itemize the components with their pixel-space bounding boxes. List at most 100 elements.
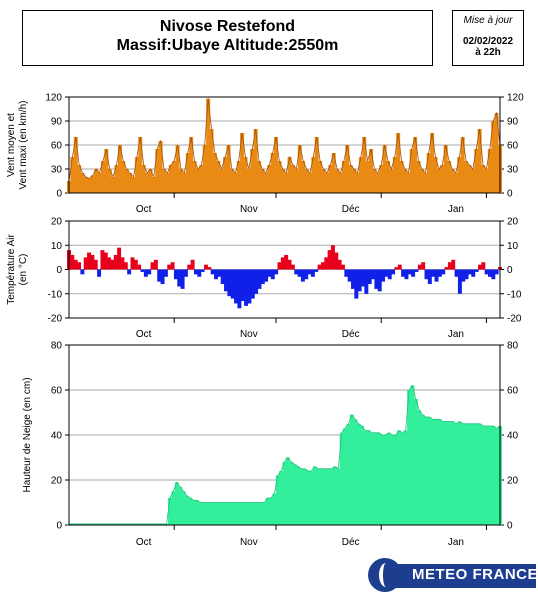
data-bar: [294, 169, 299, 193]
data-bar: [214, 269, 218, 280]
month-label: Jan: [448, 329, 464, 340]
data-bar: [140, 269, 145, 272]
data-bar: [294, 269, 299, 275]
data-bar: [212, 153, 217, 193]
data-bar: [130, 523, 135, 525]
logo-text: METEO FRANCE: [412, 566, 538, 583]
data-outline: [69, 384, 501, 525]
update-time: à 22h: [475, 47, 501, 58]
data-bar: [155, 149, 160, 193]
data-bar: [270, 153, 275, 193]
data-bar: [110, 259, 115, 270]
data-bar: [464, 423, 469, 525]
data-bar: [80, 269, 85, 275]
data-bar: [390, 435, 395, 525]
data-bar: [94, 169, 99, 193]
data-bar: [270, 269, 275, 280]
data-bar: [407, 269, 412, 275]
data-bar: [336, 468, 341, 525]
data-bar: [189, 137, 194, 193]
data-bar: [470, 169, 475, 193]
data-bar: [275, 475, 280, 525]
data-bar: [290, 165, 295, 193]
y-tick-label-left: 80: [51, 341, 63, 352]
data-bar: [494, 269, 499, 275]
data-bar: [460, 423, 465, 525]
data-bar: [443, 145, 448, 193]
data-bar: [188, 498, 193, 525]
y-tick-label-left: 10: [51, 241, 63, 252]
data-bar: [354, 269, 359, 299]
update-box: Mise à jour 02/02/2022 à 22h: [452, 10, 524, 66]
y-tick-label-right: 60: [507, 386, 519, 397]
y-tick-label-right: -20: [507, 314, 522, 325]
data-bar: [73, 523, 78, 525]
data-bar: [307, 173, 312, 193]
data-bar: [373, 432, 378, 525]
data-bar: [427, 417, 432, 525]
data-bar: [464, 161, 469, 193]
plot-frame: [68, 344, 501, 526]
data-bar: [450, 169, 455, 193]
data-bar: [384, 269, 389, 277]
data-bar: [353, 419, 358, 525]
data-bar: [103, 252, 108, 270]
data-bar: [380, 435, 385, 525]
data-bar: [430, 133, 435, 193]
data-bar: [73, 259, 78, 270]
y-tick-label-left: 30: [51, 165, 63, 176]
data-bar: [417, 410, 422, 525]
data-bar: [477, 264, 482, 270]
data-bar: [340, 264, 345, 270]
data-bar: [233, 173, 238, 193]
data-bar: [254, 269, 259, 294]
data-bar: [494, 113, 499, 193]
data-bar: [487, 149, 492, 193]
data-bar: [304, 169, 309, 193]
data-bar: [123, 262, 128, 270]
month-label: Oct: [136, 329, 152, 340]
data-bar: [162, 169, 167, 193]
data-bar: [361, 269, 365, 287]
y-tick-label-left: 60: [51, 141, 63, 152]
data-bar: [243, 157, 248, 193]
month-label: Jan: [448, 537, 464, 548]
data-bar: [491, 426, 496, 525]
y-tick-label-left: 20: [51, 476, 63, 487]
month-label: Oct: [136, 204, 152, 215]
data-bar: [379, 165, 384, 193]
data-bar: [141, 523, 146, 525]
data-bar: [173, 269, 178, 280]
data-bar: [127, 269, 132, 275]
y-tick-label-right: -10: [507, 289, 522, 300]
data-outline: [68, 98, 501, 182]
data-bar: [349, 414, 354, 525]
data-bar: [474, 269, 479, 272]
data-bar: [265, 498, 270, 525]
data-bar: [157, 523, 162, 525]
data-bar: [245, 502, 250, 525]
data-bar: [477, 423, 482, 525]
data-bar: [447, 421, 452, 525]
y-tick-label-left: -20: [48, 314, 63, 325]
data-bar: [345, 145, 350, 193]
data-bar: [127, 523, 132, 525]
station-subtitle: Massif:Ubaye Altitude:2550m: [116, 37, 339, 54]
data-bar: [147, 269, 152, 275]
data-bar: [477, 129, 482, 193]
data-bar: [320, 262, 325, 270]
data-bar: [107, 169, 112, 193]
data-bar: [383, 435, 388, 525]
data-bar: [397, 264, 402, 270]
data-bar: [406, 173, 411, 193]
data-bar: [178, 169, 183, 193]
data-bar: [87, 252, 92, 270]
data-bar: [471, 423, 476, 525]
y-tick-label-left: -10: [48, 289, 63, 300]
data-bar: [202, 145, 207, 193]
data-bar: [104, 523, 109, 525]
data-bar: [277, 161, 282, 193]
data-bar: [316, 468, 321, 525]
data-bar: [240, 133, 245, 193]
data-bar: [117, 523, 122, 525]
